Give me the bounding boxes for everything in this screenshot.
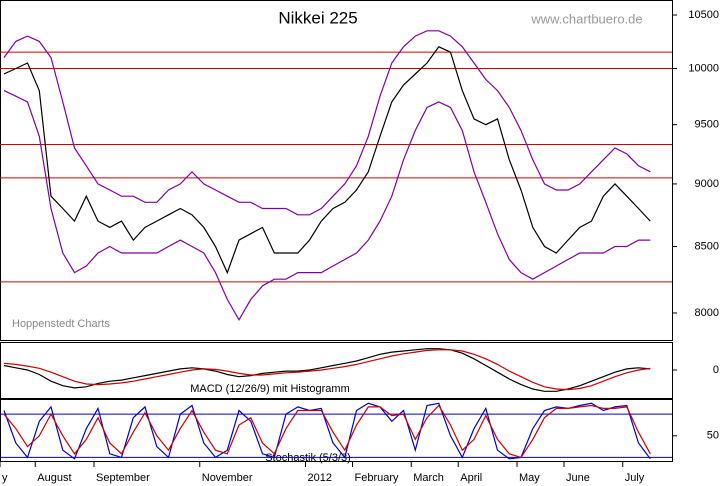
source: www.chartbuero.de bbox=[530, 11, 642, 26]
note: Hoppenstedt Charts bbox=[12, 318, 110, 330]
x-tick-label: 2012 bbox=[308, 472, 332, 484]
x-tick-label: May bbox=[519, 472, 540, 484]
x-tick-label: February bbox=[355, 472, 400, 484]
panel-frame bbox=[0, 399, 673, 462]
panel-title: Stochastik (5/3/3) bbox=[265, 452, 351, 464]
series-line bbox=[3, 46, 651, 275]
panel-frame bbox=[0, 0, 673, 341]
panel-title: MACD (12/26/9) mit Histogramm bbox=[190, 383, 350, 395]
y-tick-label: 10500 bbox=[688, 9, 719, 21]
chart-title: Nikkei 225 bbox=[278, 8, 357, 27]
y-tick-label: 0 bbox=[713, 364, 719, 376]
x-tick-label: August bbox=[37, 472, 71, 484]
y-tick-label: 9500 bbox=[695, 119, 719, 131]
x-tick-label: March bbox=[413, 472, 444, 484]
x-tick-label: July bbox=[625, 472, 645, 484]
series-line bbox=[3, 349, 651, 391]
y-tick-label: 50 bbox=[707, 430, 719, 442]
x-tick-label: September bbox=[96, 472, 150, 484]
series-line bbox=[3, 348, 651, 392]
series-line bbox=[3, 30, 651, 216]
y-tick-label: 9000 bbox=[695, 178, 719, 190]
series-line bbox=[3, 90, 651, 322]
y-tick-label: 8000 bbox=[695, 307, 719, 319]
x-tick-label: April bbox=[460, 472, 482, 484]
y-tick-label: 8500 bbox=[695, 240, 719, 252]
x-tick-label: June bbox=[566, 472, 590, 484]
x-tick-label: November bbox=[202, 472, 253, 484]
series-line bbox=[3, 404, 651, 459]
y-tick-label: 10000 bbox=[688, 62, 719, 74]
series-line bbox=[3, 402, 651, 460]
x-tick-label: y bbox=[2, 472, 8, 484]
